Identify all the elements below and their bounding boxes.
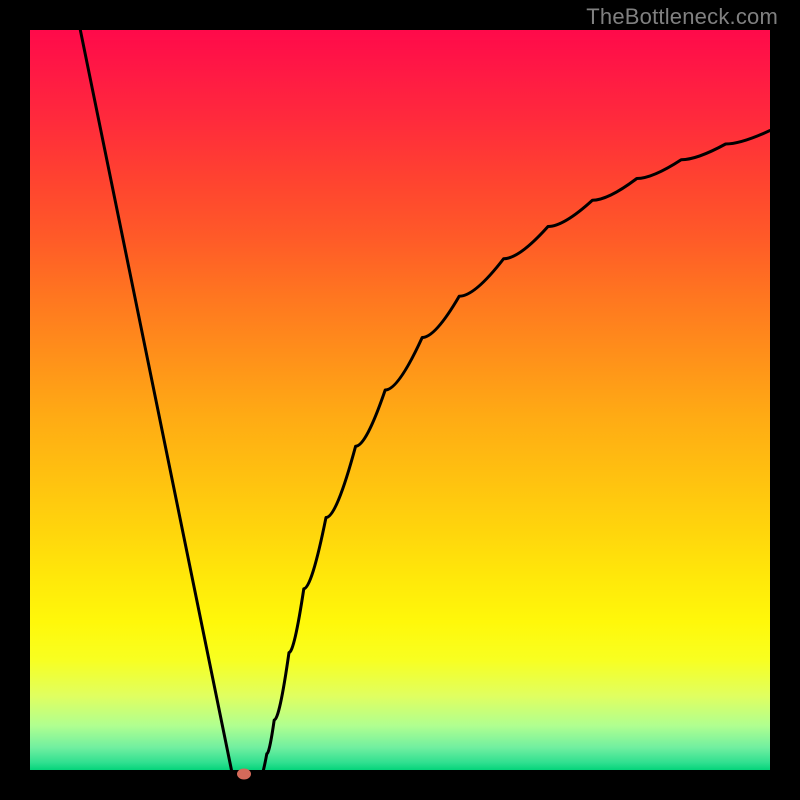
watermark-label: TheBottleneck.com bbox=[586, 4, 778, 30]
bottleneck-curve bbox=[30, 30, 770, 780]
optimal-point-marker bbox=[237, 769, 251, 780]
chart-plot-area bbox=[30, 30, 770, 780]
